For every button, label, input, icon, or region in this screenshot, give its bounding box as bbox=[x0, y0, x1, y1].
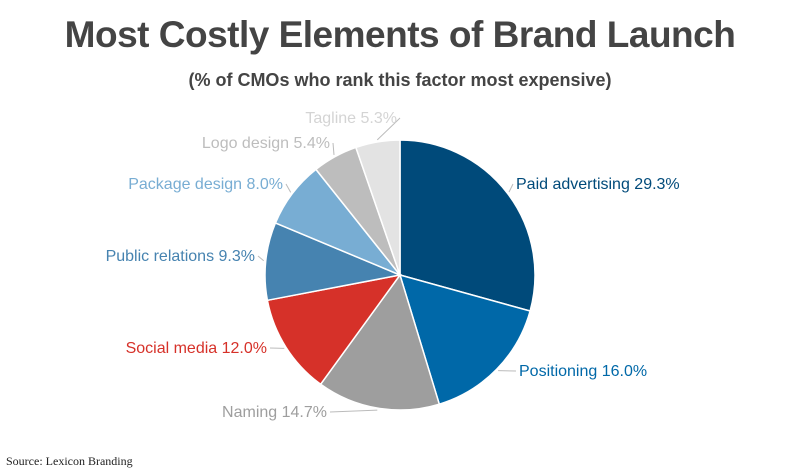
pie-slice-tagline bbox=[354, 139, 401, 276]
leader-line bbox=[508, 183, 514, 193]
pie-slice-social-media bbox=[266, 273, 402, 386]
leader-line bbox=[285, 183, 292, 193]
slice-label: Naming 14.7% bbox=[222, 404, 327, 421]
slice-label: Social media 12.0% bbox=[126, 340, 267, 357]
chart-subtitle: (% of CMOs who rank this factor most exp… bbox=[188, 70, 612, 90]
leader-line bbox=[376, 117, 401, 141]
slice-label: Tagline 5.3% bbox=[305, 110, 397, 127]
slice-label: Positioning 16.0% bbox=[519, 363, 647, 380]
source-note: Source: Lexicon Branding bbox=[6, 454, 133, 468]
leader-line bbox=[332, 142, 335, 155]
pie-slice-public-relations bbox=[264, 221, 403, 302]
pie-slice-naming bbox=[319, 273, 441, 411]
pie-slice-positioning bbox=[398, 273, 532, 406]
leader-line bbox=[329, 409, 378, 413]
slice-label: Logo design 5.4% bbox=[202, 135, 330, 152]
pie-slices bbox=[264, 139, 536, 411]
pie-labels: Paid advertising 29.3% Positioning 16.0% N… bbox=[106, 110, 680, 421]
slice-label: Public relations 9.3% bbox=[106, 248, 255, 265]
chart-title: Most Costly Elements of Brand Launch bbox=[64, 14, 736, 55]
slice-label: Paid advertising 29.3% bbox=[516, 176, 680, 193]
pie-slice-paid-advertising bbox=[399, 139, 536, 312]
leader-line bbox=[257, 255, 265, 262]
slice-label: Package design 8.0% bbox=[128, 176, 283, 193]
